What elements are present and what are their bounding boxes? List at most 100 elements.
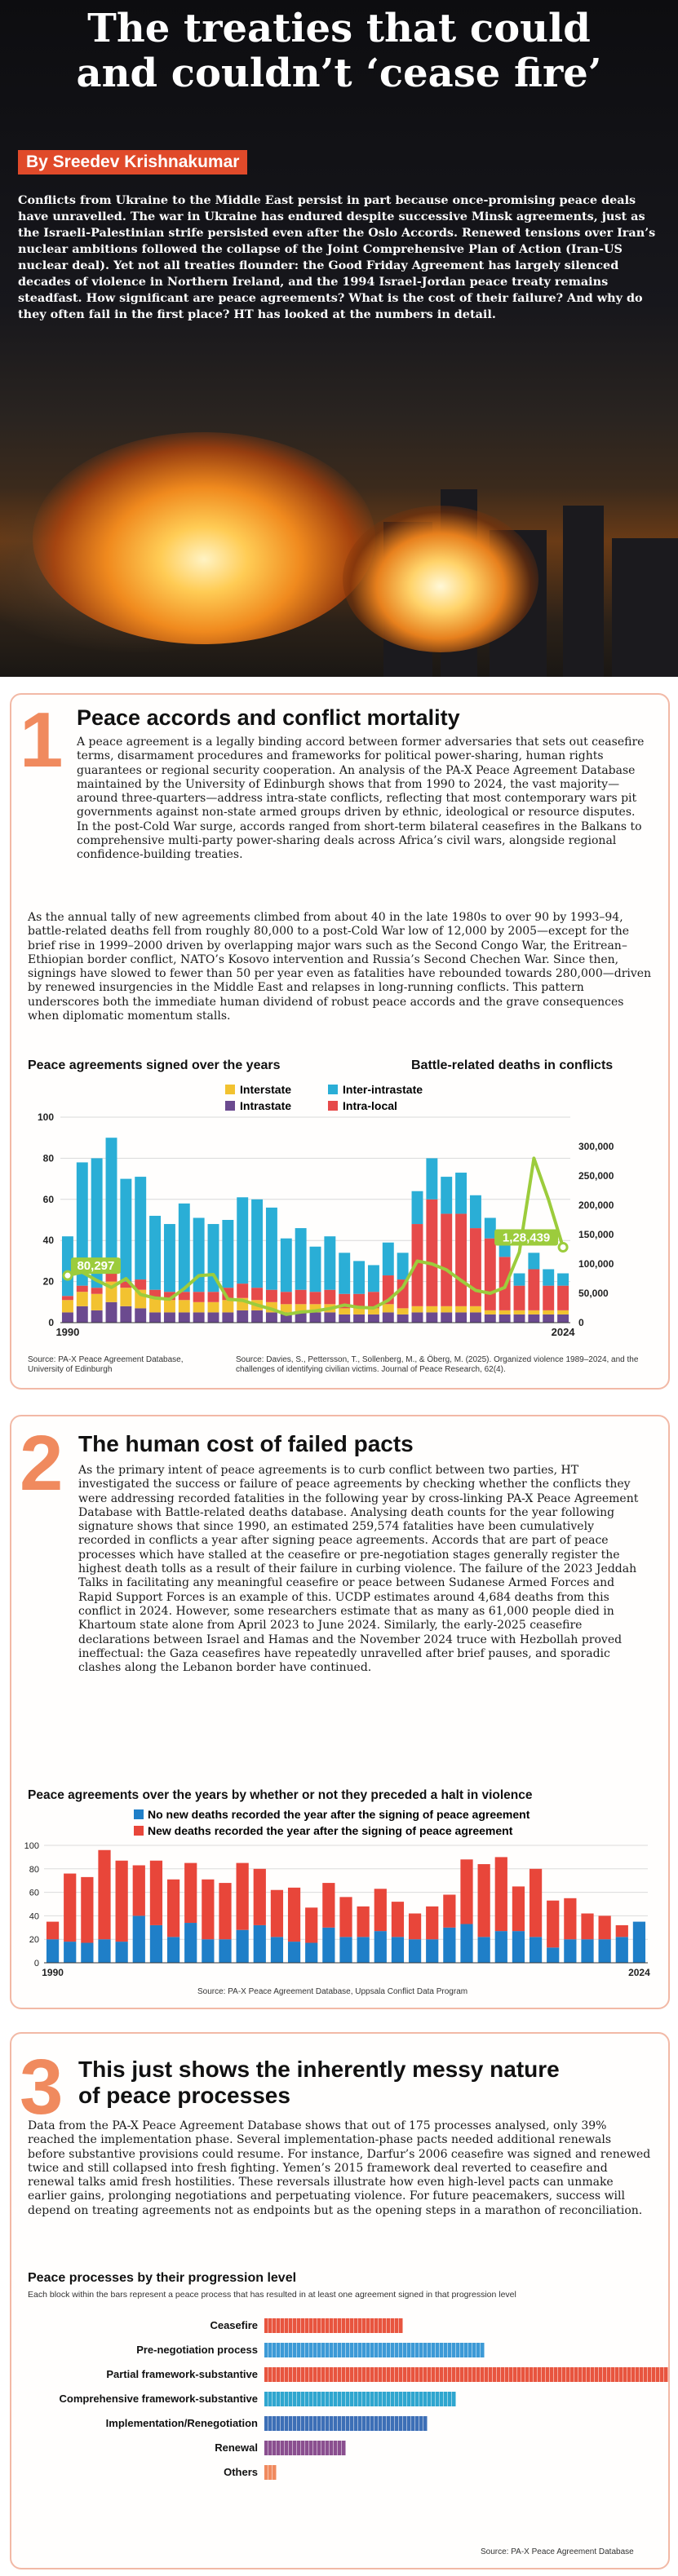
chart-source: Source: PA-X Peace Agreement Database, U… <box>28 1355 184 1374</box>
process-block <box>264 2367 268 2382</box>
process-block <box>321 2441 326 2455</box>
process-block <box>574 2367 578 2382</box>
legend-swatch-no-new-deaths <box>134 1809 144 1819</box>
bar-segment <box>120 1288 132 1306</box>
bar-segment <box>426 1312 438 1323</box>
bar-segment <box>135 1177 147 1280</box>
process-block <box>440 2367 444 2382</box>
process-block <box>403 2343 407 2357</box>
process-block <box>501 2367 505 2382</box>
bar-segment <box>219 1883 232 1940</box>
process-block <box>550 2367 554 2382</box>
bar-segment <box>193 1312 205 1323</box>
bar-segment <box>339 1897 352 1938</box>
process-block <box>505 2367 509 2382</box>
bar-segment <box>411 1191 423 1225</box>
bar-segment <box>295 1289 307 1305</box>
progression-chart <box>264 2318 668 2480</box>
process-block <box>456 2343 460 2357</box>
bar-segment <box>91 1158 103 1288</box>
bar-segment <box>135 1308 147 1323</box>
bar-segment <box>455 1312 468 1323</box>
process-block <box>407 2416 411 2431</box>
process-block <box>660 2367 664 2382</box>
process-block <box>399 2367 403 2382</box>
process-block <box>370 2318 374 2333</box>
bar-segment <box>120 1306 132 1323</box>
bar-segment <box>178 1292 190 1301</box>
bar-segment <box>193 1301 205 1313</box>
bar-segment <box>426 1906 439 1940</box>
process-block <box>342 2367 346 2382</box>
section-number: 1 <box>20 696 64 784</box>
legend-swatch-inter-intrastate <box>328 1085 338 1094</box>
process-block <box>309 2343 313 2357</box>
bar-segment <box>309 1312 321 1323</box>
process-block <box>268 2441 273 2455</box>
process-block <box>362 2416 366 2431</box>
bar-segment <box>207 1301 219 1313</box>
bar-segment <box>367 1308 379 1315</box>
bar-segment <box>184 1862 197 1924</box>
bar-segment <box>237 1310 249 1323</box>
process-block <box>313 2441 317 2455</box>
process-block <box>423 2367 428 2382</box>
bar-segment <box>207 1312 219 1323</box>
bar-segment <box>193 1217 205 1292</box>
bar-segment <box>557 1310 569 1315</box>
process-block <box>391 2367 395 2382</box>
process-block <box>366 2343 370 2357</box>
process-block <box>583 2367 587 2382</box>
bar-segment <box>222 1220 234 1288</box>
bar-segment <box>163 1312 175 1323</box>
process-block <box>460 2367 464 2382</box>
process-block <box>374 2318 379 2333</box>
process-block <box>656 2367 660 2382</box>
process-block <box>285 2318 289 2333</box>
bar-segment <box>460 1859 473 1924</box>
process-block <box>317 2416 321 2431</box>
process-block <box>562 2367 566 2382</box>
process-block <box>607 2367 611 2382</box>
process-block <box>330 2367 334 2382</box>
y-tick-label: 40 <box>29 1911 39 1921</box>
process-block <box>415 2392 419 2406</box>
bar-segment <box>564 1898 577 1940</box>
bar-segment <box>237 1197 249 1284</box>
process-block <box>293 2441 297 2455</box>
bar-segment <box>408 1913 422 1940</box>
bar-segment <box>163 1224 175 1292</box>
y2-tick-label: 150,000 <box>578 1229 614 1240</box>
bar-segment <box>120 1178 132 1282</box>
process-block <box>383 2367 387 2382</box>
bar-segment <box>270 1889 284 1938</box>
process-block <box>370 2367 374 2382</box>
bar-segment <box>178 1300 190 1313</box>
process-block <box>264 2343 268 2357</box>
bar-segment <box>374 1889 387 1932</box>
process-block <box>391 2392 395 2406</box>
process-block <box>289 2343 293 2357</box>
bar-segment <box>513 1285 525 1310</box>
section-title: This just shows the inherently messy nat… <box>78 2057 649 2109</box>
bar-segment <box>397 1279 409 1309</box>
process-block <box>277 2392 281 2406</box>
y2-tick-label: 200,000 <box>578 1200 614 1211</box>
x-tick-label: 2024 <box>552 1326 576 1338</box>
chart-subtitle: Each block within the bars represent a p… <box>28 2290 516 2300</box>
legend-label-intra-local: Intra-local <box>343 1099 397 1112</box>
bar-segment <box>543 1310 555 1315</box>
bar-segment <box>513 1314 525 1323</box>
bar-segment <box>81 1876 94 1943</box>
process-block <box>362 2367 366 2382</box>
process-block <box>419 2367 423 2382</box>
section-card: 2 The human cost of failed pacts As the … <box>10 1415 670 2009</box>
legend-label-intrastate: Intrastate <box>240 1099 291 1112</box>
process-block <box>468 2367 472 2382</box>
legend-label-interstate: Interstate <box>240 1083 291 1096</box>
bar-segment <box>632 1921 646 1963</box>
process-block <box>305 2367 309 2382</box>
process-block <box>370 2416 374 2431</box>
progress-label-renewal: Renewal <box>215 2441 258 2454</box>
process-block <box>317 2441 321 2455</box>
